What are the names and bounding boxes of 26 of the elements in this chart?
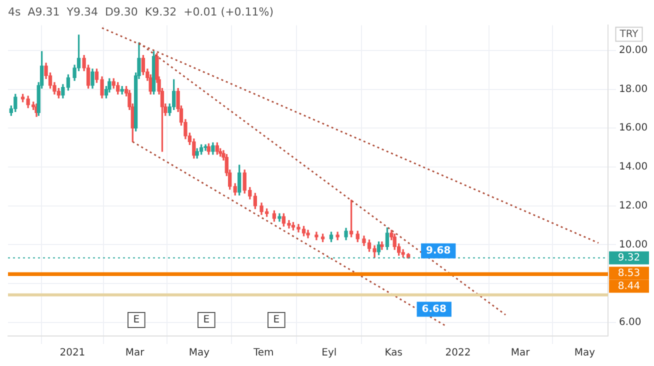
- y-tick-label: 10.00: [619, 239, 648, 250]
- annotation: E: [203, 314, 210, 326]
- y-tick-label: 12.00: [619, 200, 648, 212]
- x-tick-label: Mar: [125, 348, 146, 359]
- y-tick-label: 6.00: [619, 316, 642, 328]
- x-tick-label: May: [188, 348, 210, 359]
- annotation: E: [273, 314, 280, 326]
- x-tick-label: Tem: [252, 348, 274, 359]
- annotation: E: [133, 314, 140, 326]
- legend-label: 8.44: [618, 280, 640, 292]
- x-tick-label: May: [574, 348, 596, 359]
- y-tick-label: 14.00: [619, 162, 648, 173]
- x-tick-label: 2022: [445, 348, 471, 359]
- x-tick-label: 2021: [60, 348, 86, 359]
- ref-line-label: 9.32: [618, 252, 640, 264]
- y-axis-title: TRY: [618, 28, 640, 40]
- y-tick-label: 20.00: [619, 45, 648, 56]
- y-tick-label: 18.00: [619, 84, 648, 95]
- annotation: 9.68: [426, 246, 451, 257]
- ref-line-label: 8.53: [618, 268, 640, 279]
- x-tick-label: Eyl: [322, 348, 337, 359]
- y-tick-label: 16.00: [619, 122, 648, 134]
- x-tick-label: Kas: [384, 348, 402, 359]
- chart-title: 4s A9.31 Y9.34 D9.30 K9.32 +0.01 (+0.11%): [8, 5, 274, 18]
- annotation: 6.68: [422, 304, 447, 315]
- x-tick-label: Mar: [510, 348, 531, 359]
